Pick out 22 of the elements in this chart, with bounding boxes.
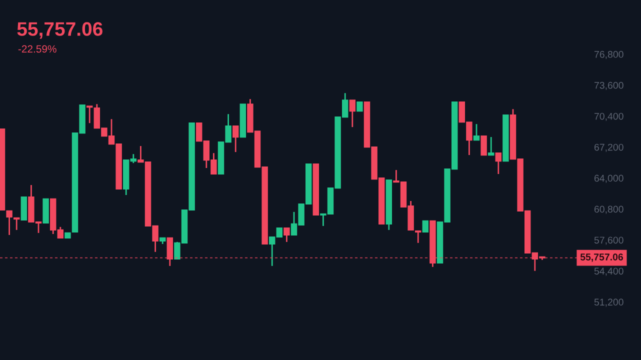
candlestick bbox=[64, 232, 71, 239]
y-tick-label: 73,600 bbox=[594, 82, 624, 90]
y-tick-label: 51,200 bbox=[594, 298, 624, 307]
y-tick-label: 64,000 bbox=[594, 174, 624, 183]
annotation: -22.59% bbox=[18, 45, 56, 53]
candlestick bbox=[240, 104, 246, 138]
candlestick bbox=[502, 114, 509, 162]
y-tick-label: 70,400 bbox=[594, 112, 624, 121]
candlestick bbox=[356, 102, 363, 112]
y-tick-label: 54,400 bbox=[594, 268, 624, 276]
candlestick bbox=[0, 128, 6, 211]
text: 55,757.06 bbox=[17, 22, 102, 39]
candlestick bbox=[312, 163, 320, 216]
candlestick bbox=[422, 220, 429, 233]
y-tick-label: 57,600 bbox=[594, 236, 624, 245]
y-tick-label: 60,800 bbox=[594, 206, 624, 214]
y-tick-label: 76,800 bbox=[594, 50, 624, 59]
candlestick bbox=[20, 196, 28, 221]
y-tick-label: 67,200 bbox=[594, 144, 624, 152]
ref-line-label: 55,757.06 bbox=[580, 254, 624, 262]
candlestick bbox=[42, 198, 49, 224]
candlestick bbox=[480, 136, 487, 156]
